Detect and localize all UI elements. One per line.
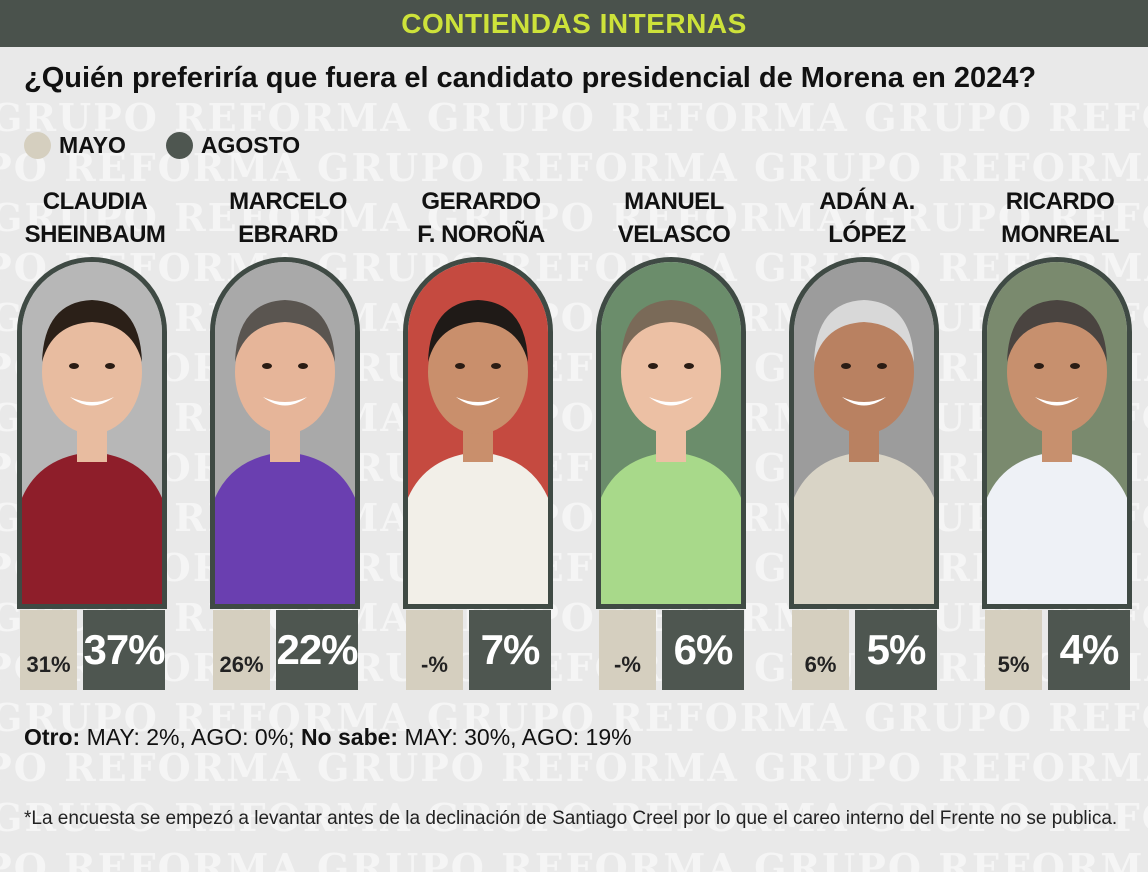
header-title: CONTIENDAS INTERNAS: [401, 7, 747, 39]
candidate-name-line1: MARCELO: [229, 188, 347, 215]
bar-agosto-value: 6%: [662, 610, 744, 690]
bar-agosto-value: 7%: [469, 610, 551, 690]
watermark-row: GRUPO REFORMA GRUPO REFORMA GRUPO REFORM…: [0, 245, 1148, 290]
candidate-name-line1: ADÁN A.: [819, 188, 915, 215]
otro-label: Otro:: [24, 724, 81, 750]
header-bar: CONTIENDAS INTERNAS: [0, 0, 1148, 47]
candidate-name: CLAUDIA SHEINBAUM: [0, 185, 190, 251]
watermark-row: GRUPO REFORMA GRUPO REFORMA GRUPO REFORM…: [0, 345, 1148, 390]
candidate-name-line2: EBRARD: [238, 221, 338, 248]
bar-mayo-value: 5%: [985, 610, 1042, 690]
otro-values: MAY: 2%, AGO: 0%;: [80, 724, 301, 750]
legend-label-mayo: MAYO: [59, 132, 126, 158]
candidate-name: MANUEL VELASCO: [579, 185, 769, 251]
candidate-name: MARCELO EBRARD: [193, 185, 383, 251]
candidate-name-line2: LÓPEZ: [828, 221, 906, 248]
portrait-illustration: [215, 262, 355, 604]
candidate-portrait: [596, 257, 746, 609]
nosabe-values: MAY: 30%, AGO: 19%: [398, 724, 632, 750]
legend: MAYO AGOSTO: [24, 132, 340, 159]
candidate-name-line1: GERARDO: [421, 188, 541, 215]
watermark-row: GRUPO REFORMA GRUPO REFORMA GRUPO REFORM…: [0, 395, 1148, 440]
watermark-row: GRUPO REFORMA GRUPO REFORMA GRUPO REFORM…: [0, 545, 1148, 590]
portrait-illustration: [794, 262, 934, 604]
bar-mayo-value: 6%: [792, 610, 849, 690]
candidate-name-line1: CLAUDIA: [42, 188, 148, 215]
candidate-name: RICARDO MONREAL: [965, 185, 1148, 251]
legend-item-agosto: AGOSTO: [165, 132, 301, 159]
bar-mayo-value: 31%: [20, 610, 77, 690]
bar-agosto-value: 4%: [1048, 610, 1130, 690]
legend-swatch-agosto: [165, 132, 193, 159]
candidate-name-line2: SHEINBAUM: [24, 221, 166, 248]
bar-mayo-value: -%: [599, 610, 656, 690]
candidate-name: ADÁN A. LÓPEZ: [772, 185, 962, 251]
candidate-name-line2: MONREAL: [1001, 221, 1119, 248]
bar-agosto-value: 5%: [855, 610, 937, 690]
other-responses-note: Otro: MAY: 2%, AGO: 0%; No sabe: MAY: 30…: [24, 724, 632, 751]
bar-mayo-value: -%: [406, 610, 463, 690]
bar-mayo-value: 26%: [213, 610, 270, 690]
legend-swatch-mayo: [24, 132, 51, 159]
candidate-name: GERARDO F. NOROÑA: [386, 185, 576, 251]
watermark-row: GRUPO REFORMA GRUPO REFORMA GRUPO REFORM…: [0, 745, 1148, 790]
candidate-portrait: [210, 257, 360, 609]
portrait-illustration: [987, 262, 1127, 604]
watermark-row: GRUPO REFORMA GRUPO REFORMA GRUPO REFORM…: [0, 845, 1148, 872]
portrait-illustration: [601, 262, 741, 604]
candidate-name-line2: VELASCO: [617, 221, 731, 248]
portrait-illustration: [408, 262, 548, 604]
portrait-illustration: [22, 262, 162, 604]
watermark-row: GRUPO REFORMA GRUPO REFORMA GRUPO REFORM…: [0, 295, 1148, 340]
legend-label-agosto: AGOSTO: [200, 132, 301, 158]
candidate-name-line2: F. NOROÑA: [417, 221, 545, 248]
nosabe-label: No sabe:: [300, 724, 399, 750]
candidate-name-line1: RICARDO: [1005, 188, 1115, 215]
candidate-portrait: [17, 257, 167, 609]
candidate-name-line1: MANUEL: [624, 188, 724, 215]
candidate-portrait: [403, 257, 553, 609]
candidate-portrait: [789, 257, 939, 609]
bar-agosto-value: 22%: [276, 610, 359, 690]
chart-question: ¿Quién preferiría que fuera el candidato…: [24, 62, 1037, 94]
watermark-row: GRUPO REFORMA GRUPO REFORMA GRUPO REFORM…: [0, 445, 1148, 490]
watermark-row: GRUPO REFORMA GRUPO REFORMA GRUPO REFORM…: [0, 645, 1148, 690]
watermark-row: GRUPO REFORMA GRUPO REFORMA GRUPO REFORM…: [0, 495, 1148, 540]
bar-agosto-value: 37%: [83, 610, 166, 690]
footnote: *La encuesta se empezó a levantar antes …: [24, 808, 1118, 829]
candidate-portrait: [982, 257, 1132, 609]
watermark-row: GRUPO REFORMA GRUPO REFORMA GRUPO REFORM…: [0, 595, 1148, 640]
legend-item-mayo: MAYO: [24, 132, 126, 159]
